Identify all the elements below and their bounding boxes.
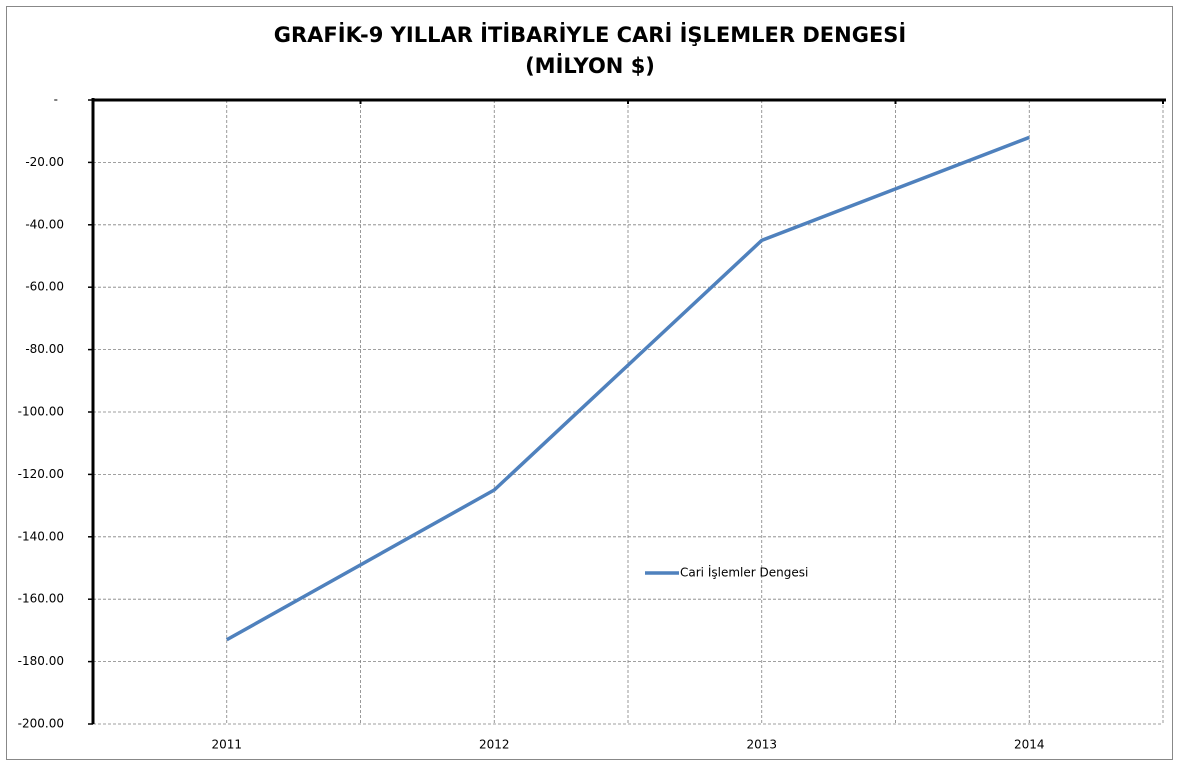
y-tick-label: -120.00 [18, 467, 64, 481]
chart-subtitle: (MİLYON $) [525, 53, 655, 78]
y-tick-label: -60.00 [25, 280, 64, 294]
y-tick-label: -20.00 [25, 155, 64, 169]
y-tick-label: -100.00 [18, 405, 64, 419]
y-tick-label: -40.00 [25, 217, 64, 231]
x-tick-label: 2013 [746, 738, 777, 752]
x-tick-label: 2014 [1014, 738, 1045, 752]
y-tick-label: -140.00 [18, 529, 64, 543]
y-tick-label: -200.00 [18, 717, 64, 731]
chart-border [6, 6, 1173, 760]
y-tick-label: -180.00 [18, 654, 64, 668]
chart-title: GRAFİK-9 YILLAR İTİBARİYLE CARİ İŞLEMLER… [274, 22, 906, 47]
y-tick-label: -80.00 [25, 342, 64, 356]
x-tick-label: 2012 [479, 738, 510, 752]
y-tick-label: - [54, 93, 58, 107]
legend-label: Cari İşlemler Dengesi [680, 565, 808, 580]
x-tick-label: 2011 [211, 738, 242, 752]
y-tick-label: -160.00 [18, 592, 64, 606]
line-series [225, 135, 1030, 642]
